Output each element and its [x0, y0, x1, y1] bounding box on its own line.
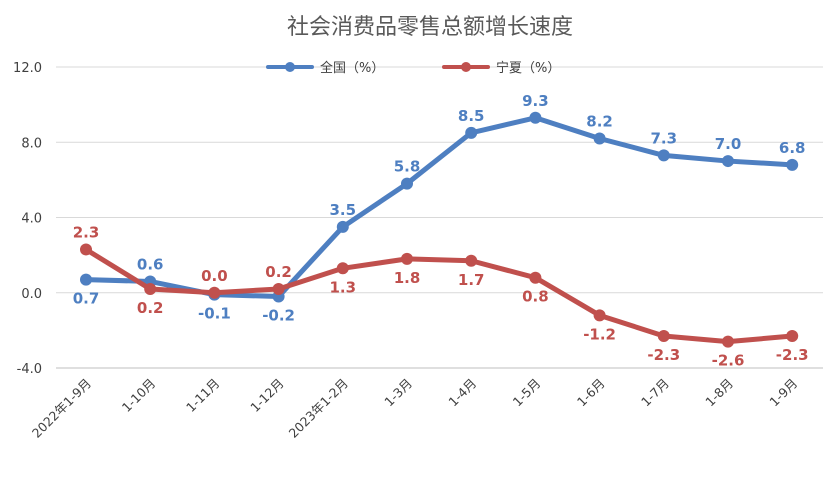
data-point [465, 126, 478, 139]
data-label: 6.8 [779, 139, 806, 157]
data-label: 7.0 [715, 135, 742, 153]
data-point [657, 149, 670, 162]
chart-title: 社会消费品零售总额增长速度 [287, 15, 573, 40]
data-point [722, 155, 734, 168]
data-point [786, 330, 799, 343]
data-point [722, 335, 734, 348]
data-label: -1.2 [583, 325, 616, 343]
data-label: 5.8 [394, 158, 421, 176]
data-point [336, 220, 349, 233]
legend-label: 全国（%） [320, 60, 384, 76]
data-label: 1.8 [394, 269, 421, 287]
data-label: 9.3 [522, 92, 549, 110]
series-line [83, 115, 795, 300]
data-label: 1.3 [330, 278, 357, 296]
x-tick-label: 1-6月 [574, 376, 608, 410]
legend-item: 宁夏（%） [442, 60, 560, 76]
x-tick-label: 1-8月 [702, 376, 736, 410]
x-tick-label: 1-7月 [638, 376, 672, 410]
data-point [465, 254, 478, 267]
data-point [272, 282, 285, 295]
data-point [80, 273, 92, 286]
data-point [593, 132, 606, 145]
data-label: 0.2 [265, 263, 292, 281]
legend-label: 宁夏（%） [496, 60, 560, 76]
x-tick-label: 1-9月 [766, 376, 800, 410]
data-point [529, 111, 542, 124]
data-point [786, 158, 799, 171]
y-tick-label: 12.0 [13, 61, 42, 76]
legend: 全国（%） 宁夏（%） [266, 60, 560, 76]
x-tick-label: 1-11月 [183, 376, 223, 416]
data-label: 2.3 [73, 223, 100, 241]
legend-item: 全国（%） [266, 60, 384, 76]
data-label: 0.2 [137, 299, 164, 317]
series-line [83, 246, 795, 345]
series-group [80, 111, 799, 348]
data-label: -0.2 [262, 307, 295, 325]
data-point [336, 262, 349, 275]
legend-swatch-marker [461, 62, 471, 72]
y-tick-label: 0.0 [21, 287, 42, 302]
data-point [144, 282, 157, 295]
y-tick-label: -4.0 [17, 362, 42, 377]
legend-swatch-marker [285, 62, 295, 72]
data-point [593, 309, 606, 322]
y-tick-label: 4.0 [21, 212, 42, 227]
data-label: -0.1 [198, 305, 231, 323]
data-point [208, 286, 221, 299]
x-tick-label: 1-5月 [510, 376, 544, 410]
data-label: -2.3 [647, 346, 680, 364]
data-label: 1.7 [458, 271, 485, 289]
data-label: -2.3 [776, 346, 809, 364]
data-label: 8.2 [586, 112, 613, 130]
data-point [657, 330, 670, 343]
series-national [80, 111, 799, 303]
data-label: 0.7 [73, 290, 100, 308]
x-tick-label: 1-10月 [119, 376, 159, 416]
x-tick-label: 1-4月 [445, 376, 479, 410]
data-labels: 0.7 0.6 -0.1 -0.2 3.5 5.8 8.5 9.3 8.2 7.3 7.0 6.8 2.… [73, 92, 809, 370]
data-label: 8.5 [458, 107, 485, 125]
data-point [529, 271, 542, 284]
data-label: 3.5 [330, 201, 357, 219]
x-tick-label: 2022年1-9月 [29, 376, 94, 441]
data-point [401, 177, 413, 190]
series-ningxia [80, 243, 799, 348]
data-label: -2.6 [712, 352, 745, 370]
data-label: 0.0 [201, 267, 228, 285]
data-point [401, 252, 413, 265]
y-tick-label: 8.0 [21, 136, 42, 151]
data-label: 0.6 [137, 255, 164, 273]
x-tick-label: 2023年1-2月 [286, 376, 351, 441]
gridlines [56, 66, 823, 369]
x-tick-label: 1-12月 [247, 376, 287, 416]
data-point [80, 243, 92, 256]
data-label: 7.3 [651, 129, 678, 147]
x-tick-label: 1-3月 [381, 376, 415, 410]
data-label: 0.8 [522, 288, 549, 306]
